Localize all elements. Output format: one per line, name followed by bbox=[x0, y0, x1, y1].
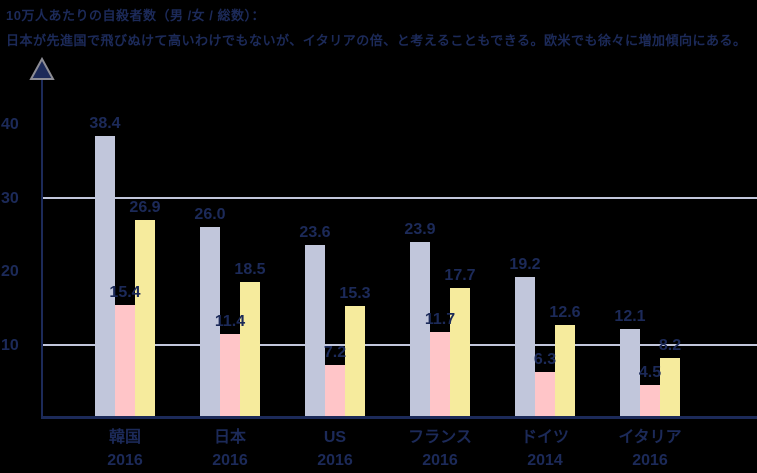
bar-value-total-korea: 26.9 bbox=[129, 199, 161, 217]
category-year: 2014 bbox=[527, 452, 563, 469]
category-name: イタリア bbox=[618, 429, 682, 446]
bar-female-france bbox=[430, 332, 450, 418]
bar-value-female-japan: 11.4 bbox=[214, 313, 246, 331]
bar-total-korea bbox=[135, 220, 155, 418]
gridline-30 bbox=[42, 196, 757, 199]
bar-female-us bbox=[325, 365, 345, 418]
category-year: 2016 bbox=[632, 452, 668, 469]
category-name: フランス bbox=[408, 429, 472, 446]
bar-value-total-japan: 18.5 bbox=[234, 261, 266, 279]
bar-total-germany bbox=[555, 325, 575, 418]
y-tick-label-20: 20 bbox=[1, 263, 19, 280]
bar-total-france bbox=[450, 287, 470, 418]
bar-total-italy bbox=[660, 357, 680, 418]
y-tick-label-10: 10 bbox=[1, 336, 19, 354]
category-name: ドイツ bbox=[520, 429, 569, 446]
bar-value-total-italy: 8.2 bbox=[658, 336, 682, 354]
x-category-label-us: US 2016 bbox=[280, 426, 390, 472]
category-year: 2016 bbox=[212, 452, 248, 469]
bar-value-total-germany: 12.6 bbox=[549, 304, 581, 322]
category-name: 韓国 bbox=[108, 429, 141, 446]
bar-female-korea bbox=[115, 304, 135, 418]
bar-value-male-germany: 19.2 bbox=[509, 255, 541, 273]
bar-value-male-italy: 12.1 bbox=[614, 308, 646, 326]
bar-male-france bbox=[410, 242, 430, 418]
bar-male-korea bbox=[95, 135, 115, 418]
x-category-label-germany: ドイツ 2014 bbox=[490, 426, 600, 472]
y-tick-label-40: 40 bbox=[1, 116, 19, 133]
bar-value-female-korea: 15.4 bbox=[109, 283, 141, 301]
chart-title: 10万人あたりの自殺者数（男 /女 / 総数）： bbox=[6, 8, 266, 23]
x-category-label-japan: 日本 2016 bbox=[175, 426, 285, 472]
x-category-label-france: フランス 2016 bbox=[385, 426, 495, 472]
chart-subtitle: 日本が先進国で飛びぬけて高いわけでもないが、イタリアの倍、と考えることもできる。… bbox=[6, 33, 747, 48]
bar-value-male-korea: 38.4 bbox=[89, 114, 121, 132]
bar-value-female-france: 11.7 bbox=[424, 311, 456, 328]
bar-value-male-us: 23.6 bbox=[299, 223, 331, 241]
x-category-label-korea: 韓国 2016 bbox=[70, 426, 180, 472]
gridline-10 bbox=[42, 343, 757, 346]
y-axis-line bbox=[41, 74, 43, 418]
bar-female-italy bbox=[640, 384, 660, 418]
x-category-label-italy: イタリア 2016 bbox=[595, 426, 705, 472]
bar-value-total-france: 17.7 bbox=[444, 266, 476, 284]
category-year: 2016 bbox=[317, 452, 353, 469]
bar-total-us bbox=[345, 305, 365, 418]
bar-total-japan bbox=[240, 282, 260, 418]
y-tick-label-30: 30 bbox=[1, 189, 19, 207]
bar-female-japan bbox=[220, 334, 240, 418]
bar-value-female-us: 7.2 bbox=[323, 344, 347, 362]
category-year: 2016 bbox=[422, 452, 458, 469]
bar-male-us bbox=[305, 244, 325, 418]
bar-value-female-germany: 6.3 bbox=[533, 350, 557, 368]
bar-value-total-us: 15.3 bbox=[339, 284, 371, 302]
bar-male-italy bbox=[620, 329, 640, 418]
category-name: US bbox=[323, 429, 347, 446]
category-year: 2016 bbox=[107, 452, 143, 469]
category-name: 日本 bbox=[213, 429, 246, 446]
bar-female-germany bbox=[535, 371, 555, 418]
bar-value-male-japan: 26.0 bbox=[194, 205, 226, 223]
bar-male-japan bbox=[200, 226, 220, 418]
x-axis-line bbox=[41, 416, 757, 419]
bar-male-germany bbox=[515, 276, 535, 418]
y-axis-arrow-icon bbox=[28, 56, 56, 82]
bar-value-female-italy: 4.5 bbox=[638, 363, 662, 381]
bar-value-male-france: 23.9 bbox=[404, 221, 436, 239]
